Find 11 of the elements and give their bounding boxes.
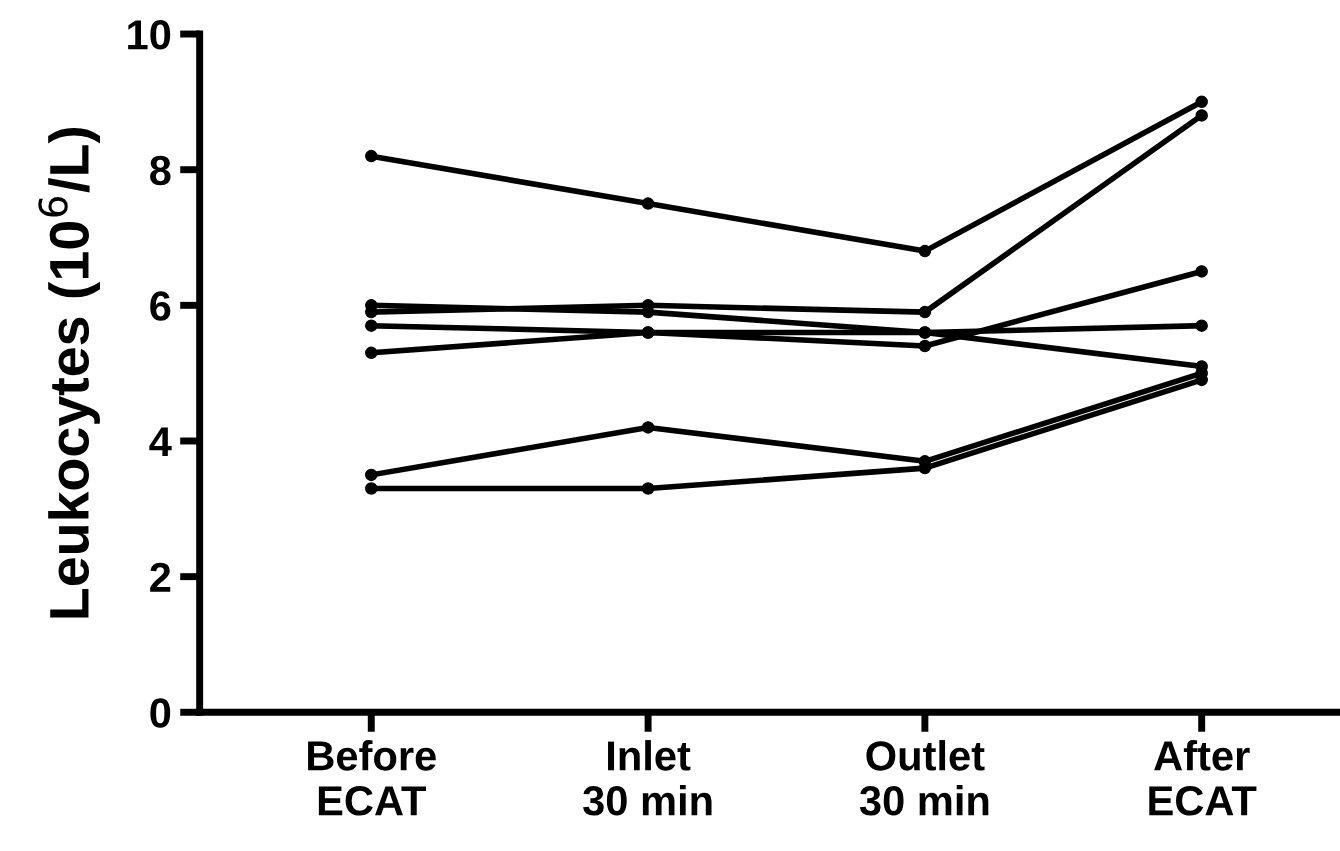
x-tick-label: Outlet 30 min xyxy=(859,740,989,816)
x-tick-label: Inlet 30 min xyxy=(583,740,712,816)
y-tick-label: 4 xyxy=(149,427,172,457)
y-tick-label: 10 xyxy=(128,20,171,50)
y-tick-label: 6 xyxy=(150,291,171,321)
y-axis-title: Leukocytes (10$^{6}$/L) xyxy=(38,127,100,618)
y-tick-label: 2 xyxy=(150,562,171,592)
x-tick-label: Before ECAT xyxy=(308,740,436,816)
x-tick-label: After ECAT xyxy=(1149,740,1257,816)
y-tick-label: 0 xyxy=(150,698,171,728)
y-tick-label: 8 xyxy=(150,155,171,186)
